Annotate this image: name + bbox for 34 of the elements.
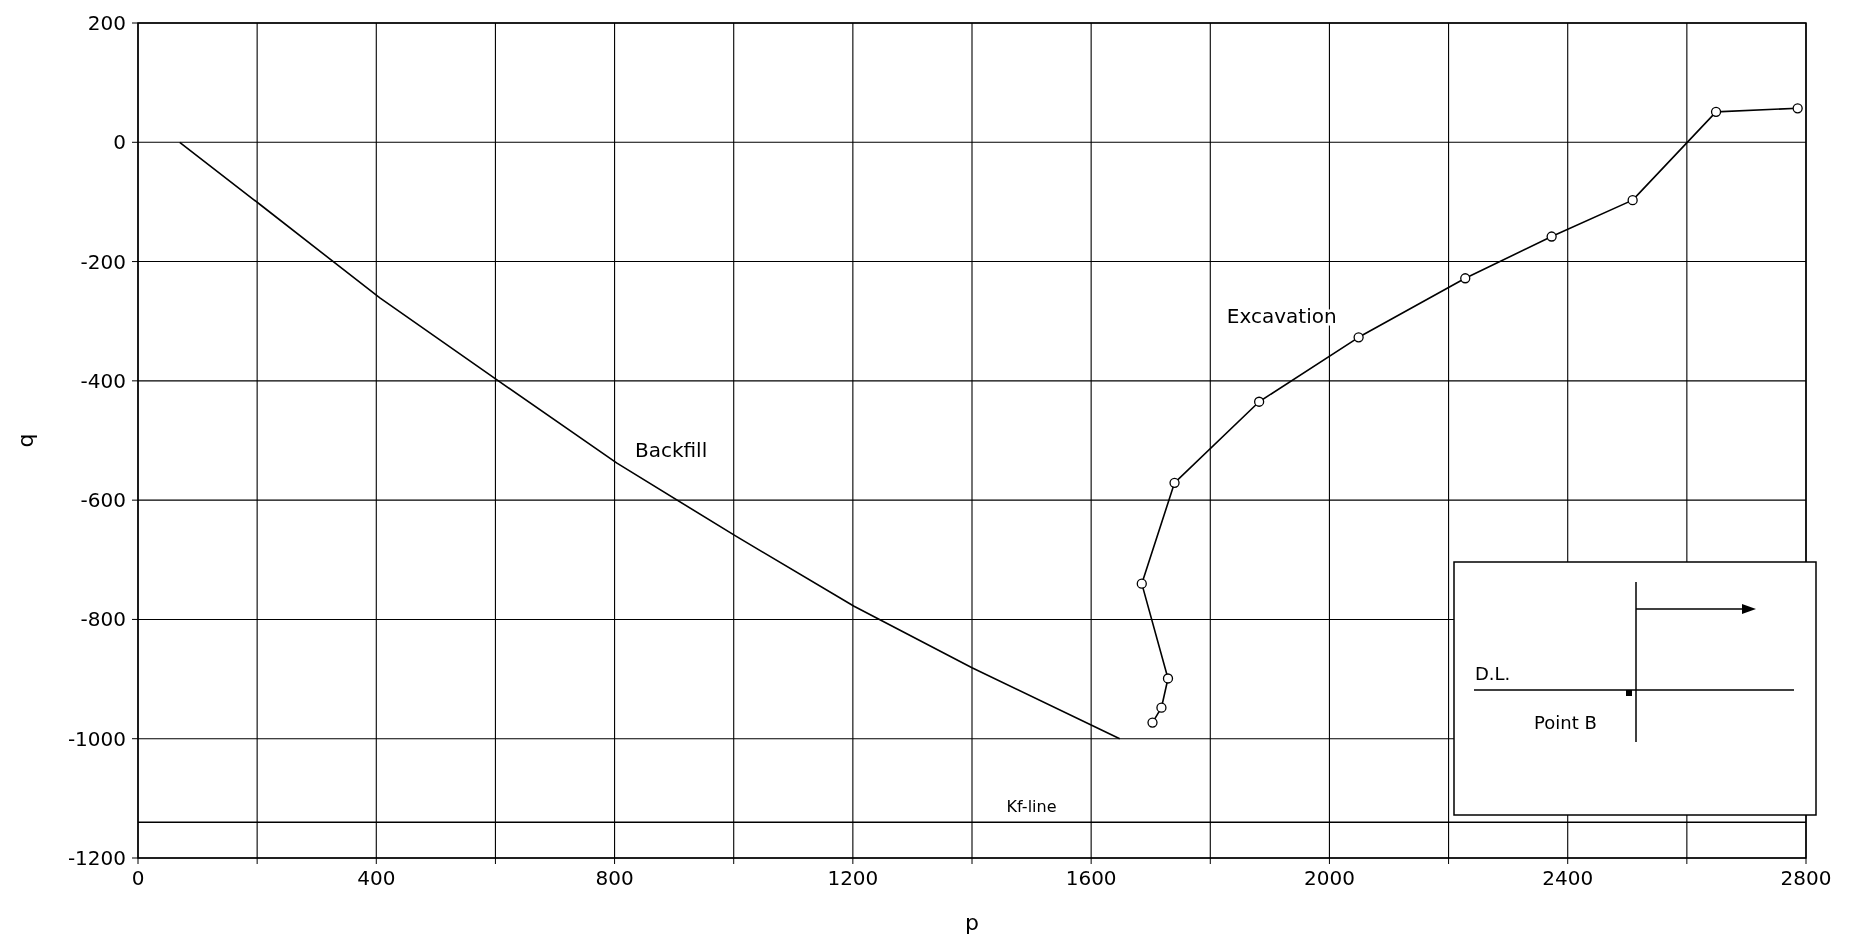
annotation: D.L. <box>1475 663 1511 684</box>
point <box>1162 673 1174 684</box>
x-tick-label: 1200 <box>827 866 879 890</box>
x-tick-label: 400 <box>357 866 396 890</box>
y-tick-label: -800 <box>80 607 126 632</box>
x-tick-label: 2400 <box>1542 866 1594 890</box>
annotation: Point B <box>1534 712 1597 733</box>
ref-line-label: Kf-line <box>1006 797 1057 817</box>
x-tick-label: 2800 <box>1780 866 1832 890</box>
point <box>1353 332 1364 343</box>
point <box>1156 702 1167 713</box>
point <box>1147 717 1158 728</box>
point <box>1460 273 1471 284</box>
x-tick-label: 0 <box>131 866 145 890</box>
point <box>1546 231 1557 242</box>
point <box>1253 396 1265 407</box>
point <box>1169 477 1180 488</box>
x-tick-label: 800 <box>595 866 634 890</box>
point <box>1710 106 1722 118</box>
y-tick-label: -200 <box>80 249 126 274</box>
series-label: Backfill <box>634 438 708 463</box>
y-tick-label: 0 <box>113 130 126 155</box>
point <box>1627 194 1638 206</box>
y-tick-label: 200 <box>87 11 126 35</box>
y-tick-label: -1000 <box>67 726 126 751</box>
y-tick-label: -1200 <box>67 846 126 870</box>
x-tick-label: 1600 <box>1065 866 1117 890</box>
point <box>1792 103 1803 114</box>
y-tick-label: -400 <box>80 368 126 393</box>
x-axis-title: p <box>965 910 979 935</box>
x-tick-label: 2000 <box>1303 866 1355 890</box>
y-axis-title: q <box>13 433 38 448</box>
point <box>1136 578 1147 589</box>
y-tick-label: -600 <box>80 488 126 513</box>
